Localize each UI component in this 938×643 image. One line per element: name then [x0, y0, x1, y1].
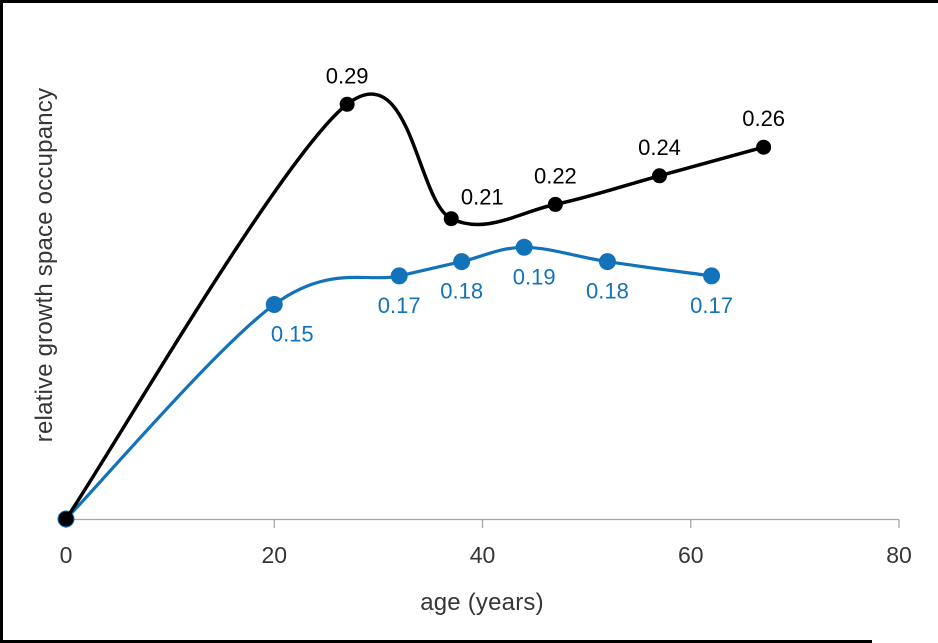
- data-point-marker-lower: [703, 267, 721, 285]
- data-point-marker-upper: [756, 139, 772, 155]
- data-label-upper: 0.22: [534, 163, 577, 188]
- x-tick-label: 60: [678, 542, 704, 568]
- data-point-marker-upper: [339, 96, 355, 112]
- data-point-marker-upper: [443, 211, 459, 227]
- frame-border-bottom: [0, 640, 872, 643]
- data-point-marker-upper: [547, 196, 563, 212]
- x-tick-label: 80: [886, 542, 912, 568]
- frame-border-left: [0, 0, 3, 643]
- data-label-lower: 0.19: [513, 264, 556, 289]
- data-label-upper: 0.24: [638, 135, 681, 160]
- frame-border-top: [0, 0, 938, 3]
- x-tick-label: 20: [261, 542, 287, 568]
- data-point-marker-lower: [598, 253, 616, 271]
- data-point-marker-lower: [453, 253, 471, 271]
- data-point-marker-upper: [58, 511, 74, 527]
- data-point-marker-lower: [515, 238, 533, 256]
- data-label-upper: 0.21: [461, 185, 504, 210]
- data-label-lower: 0.17: [690, 293, 733, 318]
- x-tick-label: 40: [470, 542, 496, 568]
- data-point-marker-lower: [265, 296, 283, 313]
- data-label-lower: 0.17: [378, 293, 421, 318]
- y-axis-title: relative growth space occupancy: [31, 87, 58, 443]
- data-label-lower: 0.15: [271, 322, 314, 347]
- x-axis-title: age (years): [420, 589, 544, 616]
- data-label-upper: 0.26: [742, 106, 785, 131]
- data-label-upper: 0.29: [326, 63, 369, 88]
- data-label-lower: 0.18: [586, 279, 629, 304]
- data-point-marker-upper: [652, 168, 668, 184]
- x-tick-label: 0: [60, 542, 73, 568]
- data-point-marker-lower: [390, 267, 408, 285]
- data-label-lower: 0.18: [440, 279, 483, 304]
